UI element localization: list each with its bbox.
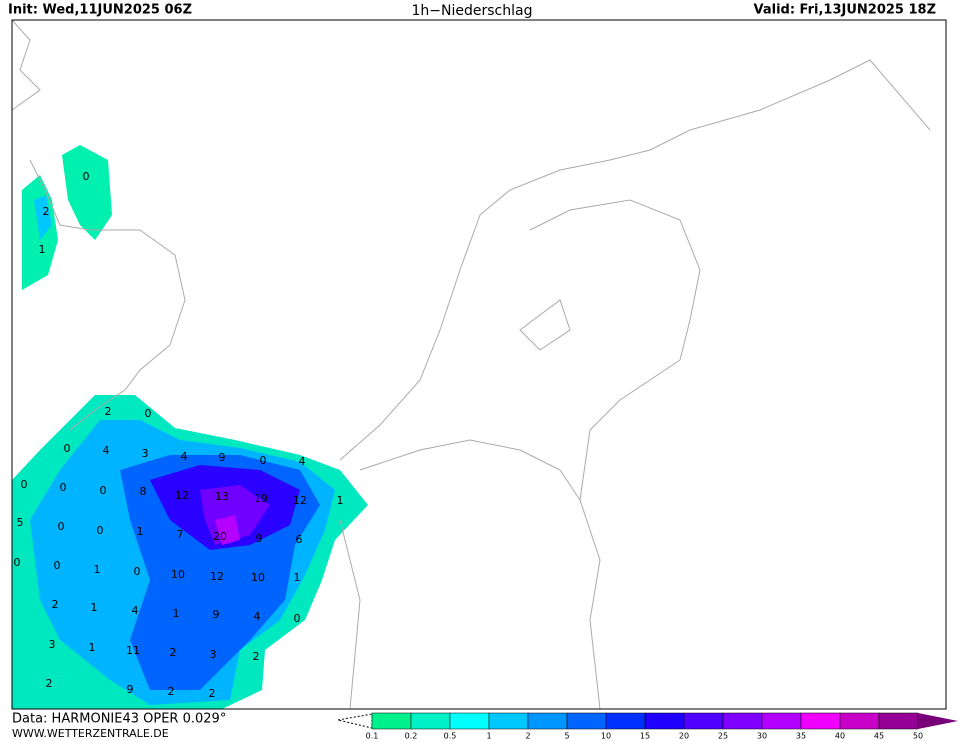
precip-label: 0 xyxy=(134,565,141,578)
precip-label: 1 xyxy=(137,525,144,538)
precip-label: 2 xyxy=(105,405,112,418)
website: WWW.WETTERZENTRALE.DE xyxy=(12,727,169,740)
precip-label: 13 xyxy=(215,490,229,503)
precip-label: 2 xyxy=(209,687,216,700)
legend-swatch xyxy=(527,712,568,730)
legend-swatch xyxy=(839,712,880,730)
color-legend: 0.1 0.2 0.5 1 2 5 10 15 20 25 30 35 40 45 50 xyxy=(337,712,958,741)
legend-tick-label: 35 xyxy=(796,732,806,741)
legend-tick-label: 0.1 xyxy=(366,732,379,741)
legend-tick-label: 0.2 xyxy=(405,732,418,741)
legend-swatch xyxy=(878,712,919,730)
precip-label: 8 xyxy=(140,485,147,498)
precip-label: 1 xyxy=(173,607,180,620)
precip-label: 2 xyxy=(253,650,260,663)
precip-label: 0 xyxy=(14,556,21,569)
precip-label: 7 xyxy=(177,528,184,541)
precip-label: 0 xyxy=(145,407,152,420)
precip-label: 12 xyxy=(175,489,189,502)
legend-swatch xyxy=(761,712,802,730)
precip-label: 0 xyxy=(21,478,28,491)
precip-label: 2 xyxy=(46,677,53,690)
precip-label: 11 xyxy=(126,644,140,657)
precip-label: 1 xyxy=(94,563,101,576)
precip-label: 0 xyxy=(58,520,65,533)
legend-swatch xyxy=(488,712,529,730)
legend-tick-label: 25 xyxy=(718,732,728,741)
precip-label: 1 xyxy=(337,494,344,507)
precip-label: 0 xyxy=(54,559,61,572)
precip-label: 4 xyxy=(181,450,188,463)
precip-label: 2 xyxy=(52,598,59,611)
init-time: Init: Wed,11JUN2025 06Z xyxy=(8,3,192,18)
legend-tick-label: 45 xyxy=(874,732,884,741)
precip-label: 4 xyxy=(299,455,306,468)
legend-tick-label: 0.5 xyxy=(444,732,457,741)
precipitation-field xyxy=(12,145,368,709)
coastlines xyxy=(11,19,931,710)
precip-label: 10 xyxy=(251,571,265,584)
legend-swatch xyxy=(722,712,763,730)
precip-label: 19 xyxy=(254,492,268,505)
precip-label: 0 xyxy=(260,454,267,467)
precip-label: 9 xyxy=(127,683,134,696)
precip-label: 6 xyxy=(296,533,303,546)
legend-swatch xyxy=(800,712,841,730)
legend-tick-label: 40 xyxy=(835,732,845,741)
precip-label: 0 xyxy=(83,170,90,183)
map-frame xyxy=(11,19,947,710)
precip-label: 3 xyxy=(142,447,149,460)
precip-label: 3 xyxy=(210,648,217,661)
precip-label: 9 xyxy=(256,532,263,545)
precip-label: 12 xyxy=(210,570,224,583)
map-title: 1h−Niederschlag xyxy=(412,3,533,19)
data-source: Data: HARMONIE43 OPER 0.029° xyxy=(12,712,226,727)
precip-label: 2 xyxy=(168,685,175,698)
precip-label: 1 xyxy=(91,601,98,614)
legend-tick-label: 2 xyxy=(525,732,530,741)
legend-swatch xyxy=(449,712,490,730)
legend-tick-label: 15 xyxy=(640,732,650,741)
legend-arrow xyxy=(918,713,958,729)
legend-tick-label: 30 xyxy=(757,732,767,741)
precip-label: 0 xyxy=(64,442,71,455)
precip-label: 1 xyxy=(39,243,46,256)
legend-swatch xyxy=(410,712,451,730)
precip-label: 9 xyxy=(213,608,220,621)
legend-tick-label: 10 xyxy=(601,732,611,741)
precip-label: 0 xyxy=(294,612,301,625)
legend-swatch xyxy=(683,712,724,730)
legend-tick-label: 5 xyxy=(564,732,569,741)
precip-label: 4 xyxy=(103,444,110,457)
precip-label: 0 xyxy=(60,481,67,494)
precip-label: 1 xyxy=(89,641,96,654)
legend-swatch xyxy=(371,712,412,730)
precip-label: 10 xyxy=(171,568,185,581)
legend-swatch xyxy=(644,712,685,730)
precip-label: 5 xyxy=(17,516,24,529)
precip-label: 4 xyxy=(254,610,261,623)
legend-tick-label: 20 xyxy=(679,732,689,741)
precip-label: 4 xyxy=(132,604,139,617)
legend-tick-label: 50 xyxy=(913,732,923,741)
precip-label: 0 xyxy=(100,484,107,497)
precip-label: 3 xyxy=(49,638,56,651)
valid-time: Valid: Fri,13JUN2025 18Z xyxy=(753,3,936,18)
legend-tick-label: 1 xyxy=(486,732,491,741)
precip-label: 1 xyxy=(294,571,301,584)
legend-swatch xyxy=(605,712,646,730)
precip-label: 0 xyxy=(97,524,104,537)
precip-label: 2 xyxy=(170,646,177,659)
precip-label: 9 xyxy=(219,451,226,464)
precip-label: 20 xyxy=(213,530,227,543)
legend-swatch xyxy=(566,712,607,730)
precip-label: 12 xyxy=(293,494,307,507)
precip-label: 2 xyxy=(43,205,50,218)
